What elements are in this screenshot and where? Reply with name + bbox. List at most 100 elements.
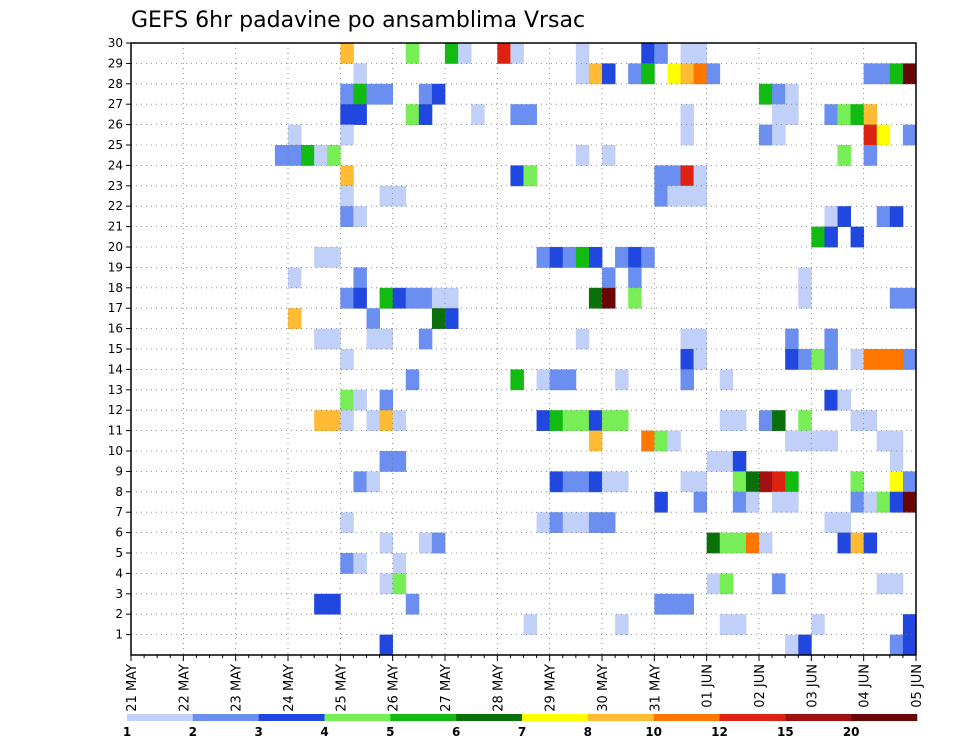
heatmap-cell	[732, 471, 747, 493]
heatmap-cell	[693, 328, 708, 350]
y-tick-label: 11	[108, 424, 123, 438]
heatmap-cell	[889, 287, 904, 309]
heatmap-cell	[785, 471, 799, 493]
x-tick-label: 31 MAY	[648, 664, 663, 712]
heatmap-cell	[340, 553, 354, 574]
heatmap-cell	[575, 512, 590, 533]
heatmap-cell	[902, 287, 917, 309]
y-tick-label: 16	[108, 322, 123, 336]
heatmap-cell	[340, 349, 354, 370]
heatmap-cell	[353, 471, 367, 493]
heatmap-cell	[588, 287, 603, 309]
heatmap-cell	[667, 165, 681, 187]
heatmap-cell	[379, 634, 394, 656]
heatmap-cell	[798, 634, 812, 656]
heatmap-cell	[641, 247, 655, 268]
heatmap-cell	[562, 471, 577, 493]
y-tick-label: 10	[108, 444, 123, 458]
heatmap-cell	[340, 410, 354, 431]
heatmap-cell	[418, 328, 433, 350]
heatmap-cell	[680, 593, 694, 615]
heatmap-cell	[889, 349, 904, 370]
heatmap-cell	[366, 308, 380, 329]
heatmap-cell	[824, 328, 838, 350]
heatmap-cell	[340, 124, 354, 146]
heatmap-cell	[798, 287, 812, 309]
heatmap-cell	[379, 532, 394, 554]
heatmap-cell	[340, 104, 354, 125]
heatmap-cell	[824, 206, 838, 227]
heatmap-cell	[353, 287, 367, 309]
heatmap-cell	[837, 145, 851, 166]
colorbar-swatch	[127, 714, 194, 721]
heatmap-cell	[876, 573, 891, 595]
heatmap-cell	[863, 349, 878, 370]
heatmap-cell	[863, 532, 878, 554]
y-tick-label: 18	[108, 281, 123, 295]
heatmap-cell	[850, 104, 865, 125]
x-axis: 21 MAY 22 MAY 23 MAY 24 MAY 25 MAY 26 MAY 27 M…	[125, 655, 925, 712]
colorbar-label: 2	[189, 725, 197, 739]
heatmap-cell	[680, 63, 694, 85]
colorbar-label: 10	[645, 725, 662, 739]
heatmap-cell	[497, 43, 511, 64]
heatmap-cell	[680, 124, 694, 146]
cells-layer	[274, 43, 917, 656]
colorbar-label: 1	[123, 725, 131, 739]
heatmap-cell	[327, 410, 341, 431]
heatmap-cell	[418, 104, 433, 125]
heatmap-cell	[340, 389, 354, 411]
heatmap-cell	[588, 430, 603, 452]
y-tick-label: 28	[108, 77, 123, 91]
y-tick-label: 29	[108, 56, 123, 70]
colorbar-swatch	[258, 714, 325, 721]
heatmap-cell	[602, 410, 616, 431]
heatmap-cell	[745, 532, 760, 554]
heatmap-cell	[588, 410, 603, 431]
heatmap-cell	[379, 287, 394, 309]
heatmap-cell	[889, 430, 904, 452]
heatmap-cell	[680, 471, 694, 493]
heatmap-cell	[772, 491, 786, 513]
heatmap-cell	[706, 451, 721, 472]
heatmap-cell	[785, 104, 799, 125]
heatmap-cell	[575, 328, 590, 350]
y-tick-label: 20	[108, 240, 123, 254]
colorbar-label: 5	[386, 725, 394, 739]
heatmap-cell	[876, 491, 891, 513]
heatmap-cell	[889, 491, 904, 513]
heatmap-cell	[785, 634, 799, 656]
x-tick-label: 04 JUN	[858, 664, 873, 708]
heatmap-cell	[562, 512, 577, 533]
heatmap-cell	[680, 43, 694, 64]
heatmap-cell	[536, 369, 551, 391]
heatmap-cell	[392, 287, 407, 309]
heatmap-cell	[379, 328, 394, 350]
heatmap-cell	[850, 491, 865, 513]
heatmap-cell	[745, 491, 760, 513]
x-tick-label: 29 MAY	[544, 664, 559, 712]
colorbar-label: 4	[320, 725, 328, 739]
heatmap-cell	[602, 267, 616, 289]
heatmap-cell	[693, 165, 708, 187]
heatmap-cell	[327, 328, 341, 350]
y-tick-label: 24	[108, 158, 123, 172]
colorbar-swatch	[587, 714, 654, 721]
heatmap-cell	[667, 430, 681, 452]
heatmap-cell	[850, 532, 865, 554]
heatmap-cell	[693, 471, 708, 493]
heatmap-cell	[837, 512, 851, 533]
heatmap-cell	[837, 389, 851, 411]
heatmap-cell	[772, 124, 786, 146]
heatmap-cell	[719, 573, 734, 595]
heatmap-cell	[889, 634, 904, 656]
heatmap-cell	[510, 369, 524, 391]
x-tick-label: 21 MAY	[125, 664, 140, 712]
heatmap-cell	[602, 63, 616, 85]
heatmap-cell	[889, 63, 904, 85]
heatmap-cell	[693, 491, 708, 513]
heatmap-cell	[654, 185, 668, 207]
heatmap-cell	[536, 512, 551, 533]
heatmap-cell	[602, 512, 616, 533]
heatmap-cell	[431, 83, 446, 105]
